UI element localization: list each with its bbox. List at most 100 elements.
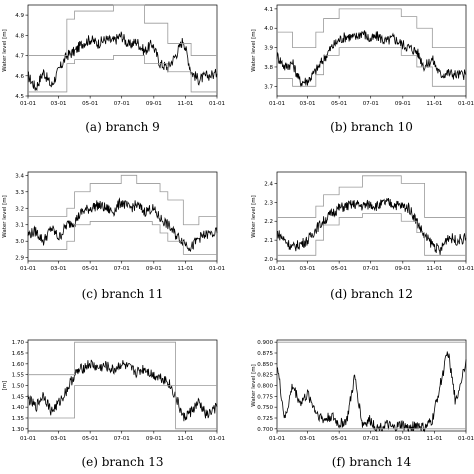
x-tick-label: 03-01 (51, 101, 67, 107)
y-axis-label: [m] (2, 381, 8, 391)
x-tick-label: 01-01 (458, 436, 474, 442)
x-tick-label: 11-01 (177, 266, 193, 272)
y-tick-label: 4.9 (15, 13, 24, 19)
plot-frame (276, 4, 467, 97)
x-tick-label: 01-01 (20, 101, 36, 107)
y-tick-label: 4.6 (15, 74, 24, 80)
upper-bound-series (28, 341, 217, 386)
y-tick-label: 0.725 (257, 416, 273, 422)
y-axis-label: Water level [m] (2, 29, 8, 71)
y-tick-label: 0.775 (257, 394, 273, 400)
lower-bound-series (28, 55, 217, 93)
x-tick-label: 05-01 (82, 436, 98, 442)
plot-frame (276, 171, 467, 262)
x-tick-label: 03-01 (51, 436, 67, 442)
x-tick-label: 09-01 (146, 101, 162, 107)
y-axis-label: Water level [m] (251, 195, 257, 237)
x-tick-label: 05-01 (331, 101, 347, 107)
y-axis-label: Water level [m] (2, 195, 8, 237)
x-tick-label: 09-01 (395, 101, 411, 107)
y-tick-label: 4.7 (15, 54, 24, 60)
lower-bound-series (28, 221, 217, 255)
panel-caption: (b) branch 10 (330, 120, 413, 134)
y-tick-label: 3.7 (264, 84, 273, 90)
x-tick-label: 07-01 (363, 266, 379, 272)
y-tick-label: 1.30 (12, 427, 25, 433)
x-tick-label: 07-01 (114, 101, 130, 107)
x-tick-label: 11-01 (177, 101, 193, 107)
chart-panel-5: 01-01 03-01 05-01 07-01 09-01 11-01 01-01 1.30 1… (2, 339, 225, 469)
y-tick-label: 1.60 (12, 362, 25, 368)
x-tick-label: 01-01 (209, 101, 225, 107)
x-tick-label: 03-01 (300, 101, 316, 107)
panel-caption: (c) branch 11 (82, 287, 164, 301)
x-tick-label: 05-01 (331, 266, 347, 272)
upper-bound-series (28, 174, 217, 226)
chart-panel-2: 01-01 03-01 05-01 07-01 09-01 11-01 01-01 3.7 3.… (251, 4, 474, 134)
upper-bound-series (28, 4, 217, 56)
y-tick-label: 3.2 (15, 206, 24, 212)
y-tick-label: 3.1 (15, 223, 24, 229)
x-tick-label: 01-01 (20, 266, 36, 272)
y-tick-label: 2.2 (264, 219, 273, 225)
x-tick-label: 03-01 (300, 436, 316, 442)
y-tick-label: 3.3 (15, 190, 24, 196)
water-level-series (27, 31, 218, 92)
x-tick-label: 05-01 (331, 436, 347, 442)
water-level-series (27, 359, 218, 422)
x-tick-label: 03-01 (51, 266, 67, 272)
x-tick-label: 01-01 (20, 436, 36, 442)
y-tick-label: 4.8 (15, 33, 24, 39)
water-level-series (276, 351, 467, 433)
x-tick-label: 09-01 (395, 266, 411, 272)
y-tick-label: 0.850 (257, 362, 273, 368)
x-tick-label: 09-01 (146, 436, 162, 442)
x-tick-label: 05-01 (82, 266, 98, 272)
x-tick-label: 03-01 (300, 266, 316, 272)
y-tick-label: 1.35 (12, 416, 25, 422)
x-tick-label: 01-01 (458, 266, 474, 272)
y-axis-label: Water level [m] (251, 29, 257, 71)
y-tick-label: 1.65 (12, 351, 25, 357)
y-tick-label: 1.45 (12, 394, 25, 400)
y-tick-label: 0.800 (257, 384, 273, 390)
y-tick-label: 4.0 (264, 26, 273, 32)
water-level-series (276, 198, 467, 256)
y-tick-label: 3.9 (264, 46, 273, 52)
upper-bound-series (277, 175, 466, 218)
water-level-series (276, 29, 467, 88)
upper-bound-series (277, 8, 466, 48)
y-axis-label: Water level [m] (251, 364, 257, 406)
y-tick-label: 1.70 (12, 340, 25, 346)
x-tick-label: 01-01 (269, 101, 285, 107)
lower-bound-series (277, 213, 466, 256)
panel-caption: (e) branch 13 (81, 455, 163, 469)
x-tick-label: 07-01 (363, 436, 379, 442)
chart-panel-6: 01-01 03-01 05-01 07-01 09-01 11-01 01-01 0.700… (251, 339, 474, 469)
y-tick-label: 3.8 (264, 65, 273, 71)
lower-bound-series (277, 47, 466, 87)
x-tick-label: 07-01 (114, 436, 130, 442)
chart-panel-4: 01-01 03-01 05-01 07-01 09-01 11-01 01-01 2.0 2.… (251, 171, 474, 301)
x-tick-label: 01-01 (269, 436, 285, 442)
x-tick-label: 11-01 (177, 436, 193, 442)
x-tick-label: 01-01 (458, 101, 474, 107)
chart-panel-1: 01-01 03-01 05-01 07-01 09-01 11-01 01-014.54.… (2, 4, 225, 134)
y-tick-label: 2.0 (264, 257, 273, 263)
water-level-series (27, 197, 218, 253)
x-tick-label: 09-01 (146, 266, 162, 272)
chart-panel-3: 01-01 03-01 05-01 07-01 09-01 11-01 01-01 2.9 3.… (2, 171, 225, 301)
x-tick-label: 09-01 (395, 436, 411, 442)
y-tick-label: 2.3 (264, 200, 273, 206)
y-tick-label: 1.50 (12, 384, 25, 390)
x-tick-label: 07-01 (363, 101, 379, 107)
y-tick-label: 3.4 (15, 173, 24, 179)
y-tick-label: 0.750 (257, 405, 273, 411)
y-tick-label: 0.900 (257, 340, 273, 346)
y-tick-label: 4.1 (264, 7, 273, 13)
y-tick-label: 2.1 (264, 238, 273, 244)
y-tick-label: 0.825 (257, 373, 273, 379)
x-tick-label: 11-01 (426, 266, 442, 272)
